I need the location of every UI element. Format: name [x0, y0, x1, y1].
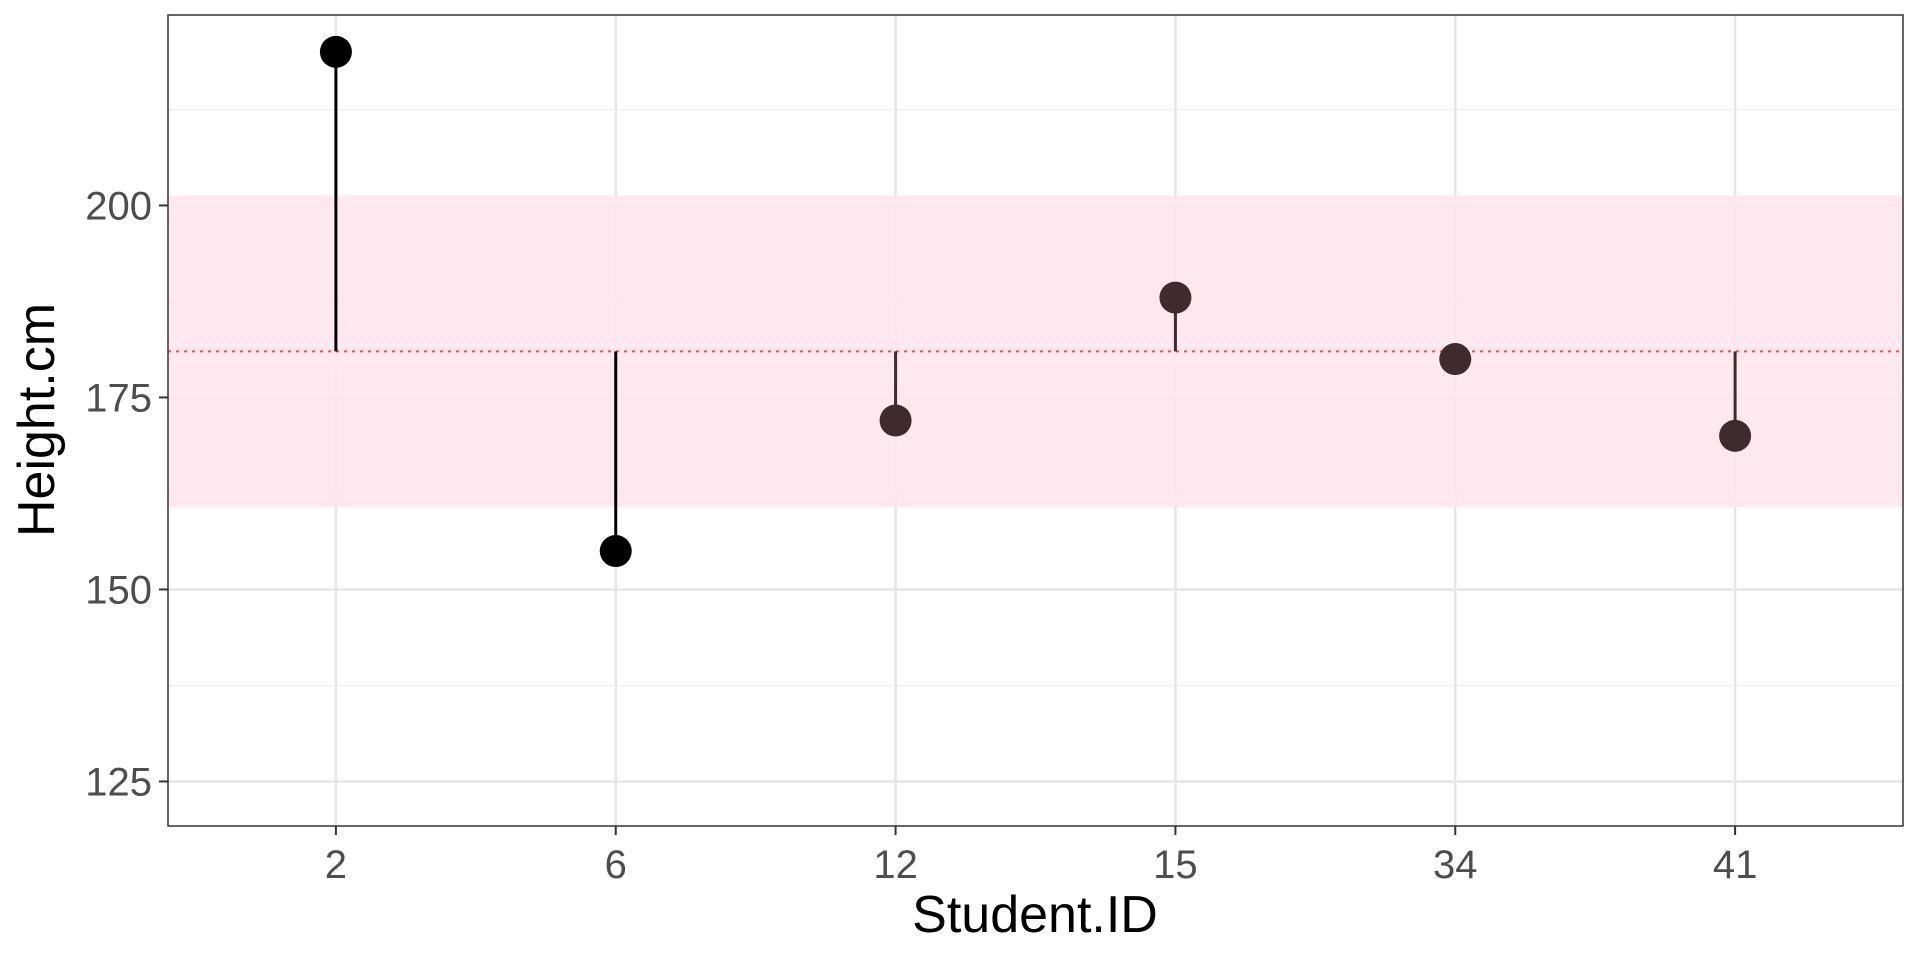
- point-12: [879, 404, 912, 437]
- x-tick-label: 34: [1433, 843, 1478, 887]
- x-tick-label: 2: [325, 843, 347, 887]
- y-axis-ticks: 125 150 175 200: [85, 184, 168, 804]
- y-tick-label: 175: [85, 376, 152, 420]
- point-41: [1719, 419, 1752, 452]
- point-34: [1439, 343, 1472, 376]
- x-axis-ticks: 2 6 12 15 34 41: [325, 826, 1758, 887]
- y-tick-label: 150: [85, 568, 152, 612]
- y-tick-label: 200: [85, 184, 152, 228]
- x-tick-label: 41: [1713, 843, 1758, 887]
- point-2: [319, 35, 352, 68]
- x-tick-label: 15: [1153, 843, 1198, 887]
- y-axis-title: Height.cm: [8, 303, 66, 537]
- points: [319, 35, 1752, 568]
- x-axis-title: Student.ID: [912, 886, 1158, 944]
- y-tick-label: 125: [85, 760, 152, 804]
- x-tick-label: 12: [873, 843, 918, 887]
- panel-border: [167, 14, 1904, 827]
- x-tick-label: 6: [605, 843, 627, 887]
- point-15: [1159, 281, 1192, 314]
- point-6: [599, 535, 632, 568]
